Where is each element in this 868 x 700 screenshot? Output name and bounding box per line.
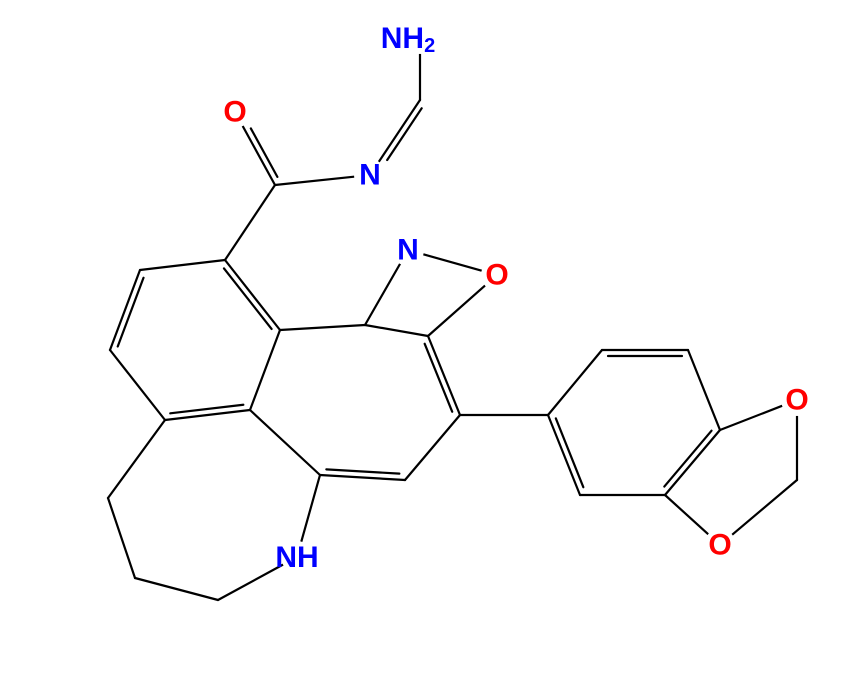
atom-O: O xyxy=(485,259,508,292)
atom-N: N xyxy=(359,159,381,192)
atom-O: O xyxy=(785,384,808,417)
atom-N: N xyxy=(397,234,419,267)
atom-N: NH xyxy=(275,541,318,574)
atom-O: O xyxy=(223,96,246,129)
atom-layer: ONNH2NNHOOO xyxy=(219,22,813,574)
molecule-diagram: ONNH2NNHOOO xyxy=(0,0,868,700)
bond-layer xyxy=(108,54,797,600)
atom-O: O xyxy=(708,529,731,562)
